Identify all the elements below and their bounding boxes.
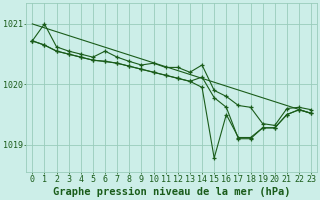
X-axis label: Graphe pression niveau de la mer (hPa): Graphe pression niveau de la mer (hPa) [53, 187, 291, 197]
